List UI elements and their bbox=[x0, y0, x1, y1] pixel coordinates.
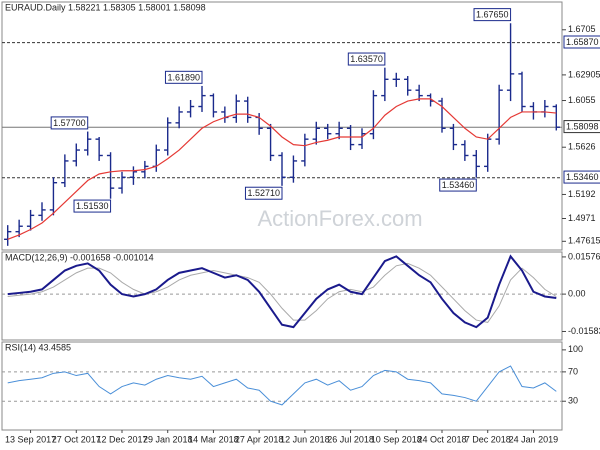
series-line bbox=[7, 262, 557, 323]
panel-title: RSI(14) 43.4585 bbox=[5, 342, 71, 352]
low-label: 1.51530 bbox=[76, 201, 109, 211]
high-label-box bbox=[473, 8, 512, 22]
x-tick-label: 14 Mar 2018 bbox=[188, 434, 239, 444]
low-label: 1.52710 bbox=[247, 188, 280, 198]
y-tick-label: -0.015834 bbox=[568, 326, 600, 336]
level-label-box bbox=[563, 170, 600, 184]
moving-average bbox=[7, 98, 557, 240]
y-tick-label: 70 bbox=[568, 366, 578, 376]
y-tick-label: 1.5192 bbox=[568, 189, 596, 199]
x-tick-label: 26 Jul 2018 bbox=[327, 434, 374, 444]
y-tick-label: 100 bbox=[568, 344, 583, 354]
y-tick-label: 1.62905 bbox=[568, 69, 600, 79]
y-tick-label: 1.6055 bbox=[568, 95, 596, 105]
high-label: 1.63570 bbox=[350, 54, 383, 64]
y-tick-label: 0.00 bbox=[568, 288, 586, 298]
x-tick-label: 27 Apr 2018 bbox=[235, 434, 284, 444]
high-label-box bbox=[347, 52, 386, 66]
y-tick-label: 1.6705 bbox=[568, 24, 596, 34]
x-tick-label: 24 Oct 2018 bbox=[417, 434, 466, 444]
x-tick-label: 27 Oct 2017 bbox=[52, 434, 101, 444]
high-label-box bbox=[164, 70, 203, 84]
low-label-box bbox=[244, 186, 283, 200]
level-label-box bbox=[563, 35, 600, 49]
x-tick-label: 7 Dec 2018 bbox=[465, 434, 511, 444]
last-price-label: 1.58098 bbox=[566, 122, 599, 132]
x-tick-label: 12 Jun 2018 bbox=[280, 434, 330, 444]
series-line bbox=[7, 365, 557, 406]
x-tick-label: 24 Jan 2019 bbox=[509, 434, 559, 444]
panel-frame bbox=[1, 1, 563, 251]
series-line bbox=[7, 254, 557, 329]
y-tick-label: 0.015762 bbox=[568, 251, 600, 261]
level-label: 1.65870 bbox=[566, 37, 599, 47]
high-label: 1.57700 bbox=[53, 118, 86, 128]
low-label-box bbox=[73, 199, 112, 213]
low-label: 1.53460 bbox=[442, 180, 475, 190]
y-tick-label: 30 bbox=[568, 396, 578, 406]
panel-title: MACD(12,26,9) -0.001658 -0.001014 bbox=[5, 252, 154, 262]
y-tick-label: 1.47615 bbox=[568, 236, 600, 246]
panel-frame bbox=[1, 341, 563, 431]
high-label: 1.61890 bbox=[167, 72, 200, 82]
high-label-box bbox=[50, 116, 89, 130]
x-tick-label: 29 Jan 2018 bbox=[143, 434, 193, 444]
high-label: 1.67650 bbox=[476, 10, 509, 20]
panel-frame bbox=[1, 251, 563, 341]
last-price-label-box bbox=[563, 120, 600, 134]
y-tick-label: 1.5626 bbox=[568, 142, 596, 152]
x-tick-label: 10 Sep 2018 bbox=[371, 434, 422, 444]
x-tick-label: 12 Dec 2017 bbox=[96, 434, 147, 444]
watermark: ActionForex.com bbox=[257, 206, 422, 231]
y-tick-label: 1.4971 bbox=[568, 213, 596, 223]
panel-title: EURAUD.Daily 1.58221 1.58305 1.58001 1.5… bbox=[5, 2, 206, 12]
level-label: 1.53460 bbox=[566, 172, 599, 182]
x-tick-label: 13 Sep 2017 bbox=[5, 434, 56, 444]
low-label-box bbox=[439, 178, 477, 192]
